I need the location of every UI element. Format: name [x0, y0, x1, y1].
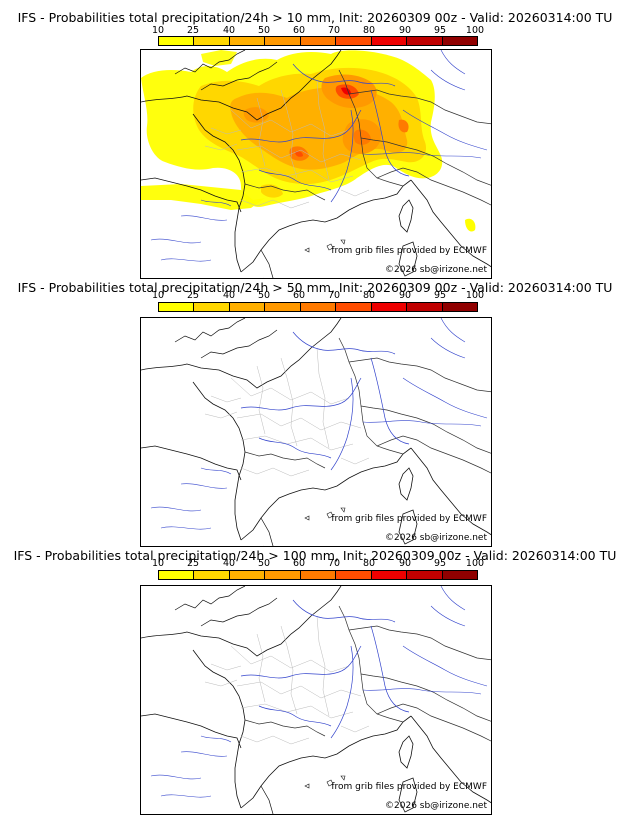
tick-label: 50 — [257, 558, 271, 569]
tick-label: 40 — [222, 25, 236, 36]
colorbar-segment — [265, 37, 301, 45]
colorbar-segment — [407, 37, 443, 45]
map-svg — [141, 50, 491, 278]
colorbar-segment — [442, 571, 477, 579]
tick-label: 70 — [327, 290, 341, 301]
map-svg — [141, 318, 491, 546]
map-frame: from grib files provided by ECMWF ©2026 … — [140, 585, 492, 815]
map-title: IFS - Probabilities total precipitation/… — [13, 548, 617, 563]
colorbar — [158, 570, 478, 580]
data-source-credit: from grib files provided by ECMWF — [331, 514, 487, 524]
colorbar-segment — [194, 303, 230, 311]
colorbar-segment — [336, 37, 372, 45]
map-frame: from grib files provided by ECMWF ©2026 … — [140, 49, 492, 279]
map-frame: from grib files provided by ECMWF ©2026 … — [140, 317, 492, 547]
colorbar-segment — [442, 303, 477, 311]
tick-label: 70 — [327, 25, 341, 36]
colorbar-segment — [407, 571, 443, 579]
tick-label: 95 — [433, 558, 447, 569]
colorbar-ticks: 10 25 40 50 60 70 80 90 95 100 — [141, 26, 491, 36]
tick-label: 80 — [362, 558, 376, 569]
tick-label: 80 — [362, 290, 376, 301]
tick-label: 100 — [465, 290, 485, 301]
tick-label: 60 — [292, 25, 306, 36]
colorbar-segment — [336, 571, 372, 579]
colorbar-segment — [229, 37, 266, 45]
colorbar-segment — [265, 303, 301, 311]
map-title: IFS - Probabilities total precipitation/… — [17, 10, 613, 25]
colorbar — [158, 302, 478, 312]
tick-label: 25 — [186, 290, 200, 301]
colorbar-segment — [300, 37, 337, 45]
tick-label: 10 — [151, 25, 165, 36]
colorbar-segment — [407, 303, 443, 311]
tick-label: 40 — [222, 558, 236, 569]
tick-label: 90 — [398, 25, 412, 36]
tick-label: 95 — [433, 25, 447, 36]
tick-label: 60 — [292, 290, 306, 301]
tick-label: 90 — [398, 558, 412, 569]
data-source-credit: from grib files provided by ECMWF — [331, 782, 487, 792]
tick-label: 80 — [362, 25, 376, 36]
tick-label: 25 — [186, 558, 200, 569]
tick-label: 10 — [151, 558, 165, 569]
tick-label: 10 — [151, 290, 165, 301]
colorbar-segment — [229, 571, 266, 579]
tick-label: 50 — [257, 290, 271, 301]
map-title: IFS - Probabilities total precipitation/… — [17, 280, 613, 295]
copyright-credit: ©2026 sb@irizone.net — [385, 801, 487, 811]
colorbar-segment — [159, 37, 195, 45]
colorbar — [158, 36, 478, 46]
tick-label: 95 — [433, 290, 447, 301]
tick-label: 90 — [398, 290, 412, 301]
tick-label: 100 — [465, 25, 485, 36]
tick-label: 40 — [222, 290, 236, 301]
colorbar-segment — [300, 303, 337, 311]
map-svg — [141, 586, 491, 814]
tick-label: 25 — [186, 25, 200, 36]
colorbar-segment — [265, 571, 301, 579]
tick-label: 100 — [465, 558, 485, 569]
colorbar-ticks: 10 25 40 50 60 70 80 90 95 100 — [141, 291, 491, 301]
colorbar-ticks: 10 25 40 50 60 70 80 90 95 100 — [141, 559, 491, 569]
colorbar-segment — [371, 571, 408, 579]
colorbar-segment — [159, 303, 195, 311]
colorbar-segment — [371, 37, 408, 45]
tick-label: 50 — [257, 25, 271, 36]
colorbar-segment — [300, 571, 337, 579]
colorbar-segment — [336, 303, 372, 311]
colorbar-segment — [194, 37, 230, 45]
tick-label: 70 — [327, 558, 341, 569]
copyright-credit: ©2026 sb@irizone.net — [385, 265, 487, 275]
colorbar-segment — [229, 303, 266, 311]
copyright-credit: ©2026 sb@irizone.net — [385, 533, 487, 543]
tick-label: 60 — [292, 558, 306, 569]
data-source-credit: from grib files provided by ECMWF — [331, 246, 487, 256]
colorbar-segment — [442, 37, 477, 45]
colorbar-segment — [194, 571, 230, 579]
colorbar-segment — [159, 571, 195, 579]
colorbar-segment — [371, 303, 408, 311]
